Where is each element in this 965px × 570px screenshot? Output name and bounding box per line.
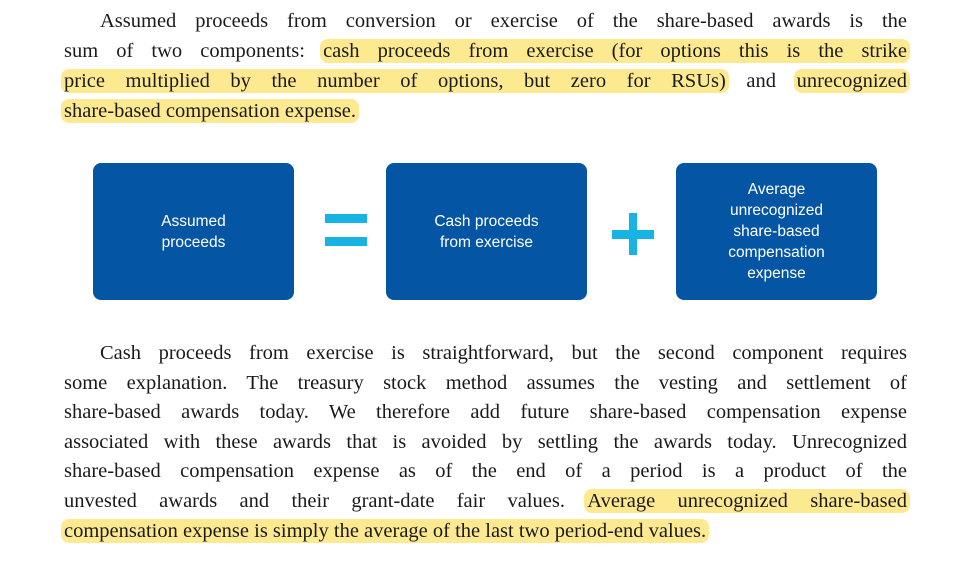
- highlighted-text: price multiplied by the number of option…: [61, 69, 729, 93]
- text-segment: Assumed proceeds from conversion or exer…: [100, 10, 907, 32]
- text-line: price multiplied by the number of option…: [61, 66, 910, 96]
- box-text: proceeds: [161, 233, 226, 251]
- text-line: Cash proceeds from exercise is straightf…: [100, 338, 907, 368]
- text-segment: share-based awards today. We therefore a…: [64, 401, 907, 423]
- box-text: Cash proceeds: [434, 212, 539, 230]
- unrecognized-expense-box: Average unrecognized share-based compensati…: [676, 163, 877, 300]
- text-line: some explanation. The treasury stock met…: [64, 368, 907, 398]
- box-text: Assumed: [161, 212, 226, 230]
- box-text: expense: [747, 265, 806, 282]
- text-line: sum of two components: cash proceeds fro…: [64, 36, 910, 66]
- assumed-proceeds-box: Assumed proceeds: [93, 163, 294, 300]
- highlighted-text: cash proceeds from exercise (for options…: [320, 39, 910, 63]
- highlighted-text: Average unrecognized share-based: [584, 489, 910, 513]
- text-segment: associated with these awards that is avo…: [64, 431, 907, 453]
- text-segment: share-based compensation expense as of t…: [64, 460, 907, 482]
- text-line: share-based compensation expense as of t…: [64, 456, 907, 486]
- box-text: compensation: [728, 244, 825, 261]
- highlighted-text: share-based compensation expense.: [61, 99, 360, 123]
- box-text: Average: [747, 181, 806, 198]
- text-line: share-based awards today. We therefore a…: [64, 397, 907, 427]
- text-line: Assumed proceeds from conversion or exer…: [100, 6, 907, 36]
- highlighted-text: compensation expense is simply the avera…: [61, 519, 710, 543]
- box-text: unrecognized: [729, 202, 824, 219]
- text-line: compensation expense is simply the avera…: [61, 516, 907, 546]
- text-segment: and: [725, 70, 797, 92]
- text-line: unvested awards and their grant-date fai…: [64, 486, 910, 516]
- text-segment: Cash proceeds from exercise is straightf…: [100, 342, 907, 364]
- text-segment: some explanation. The treasury stock met…: [64, 372, 907, 394]
- box-text: from exercise: [439, 233, 533, 251]
- text-line: associated with these awards that is avo…: [64, 427, 907, 457]
- cash-proceeds-box: Cash proceeds from exercise: [386, 163, 587, 300]
- highlighted-text: unrecognized: [793, 69, 910, 93]
- text-segment: sum of two components:: [64, 40, 324, 62]
- text-line: share-based compensation expense.: [61, 96, 907, 126]
- text-segment: unvested awards and their grant-date fai…: [64, 490, 588, 512]
- box-text: share-based: [733, 223, 820, 240]
